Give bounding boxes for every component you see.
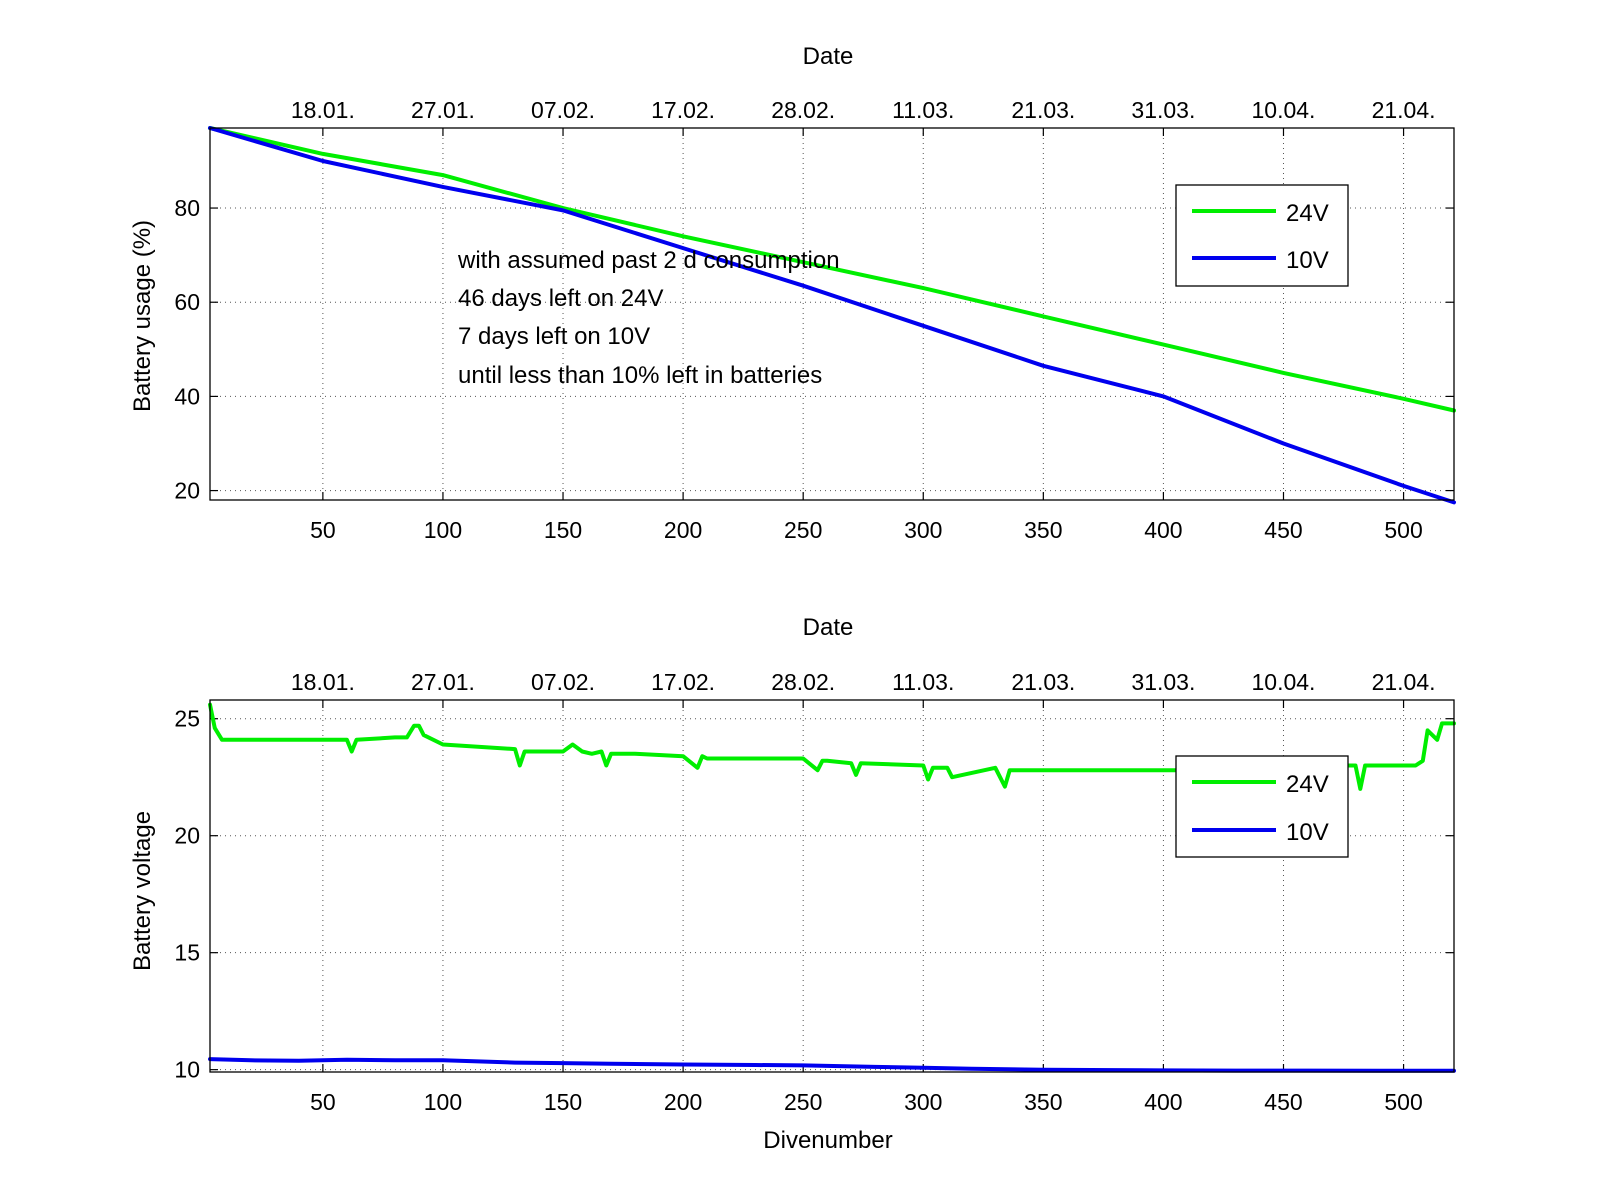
x-tick-label: 300: [904, 517, 942, 543]
y-tick-label: 80: [174, 195, 200, 221]
annotation-line: 7 days left on 10V: [458, 323, 650, 350]
y-tick-label: 40: [174, 383, 200, 409]
series-line-24v: [208, 126, 1456, 413]
annotation-line: 46 days left on 24V: [458, 285, 663, 312]
date-tick-label: 11.03.: [892, 97, 954, 123]
y-tick-label: 10: [174, 1057, 200, 1083]
x-tick-label: 350: [1024, 517, 1062, 543]
annotation-line: until less than 10% left in batteries: [458, 362, 822, 389]
series-line-10v: [208, 1057, 1456, 1073]
x-tick-label: 400: [1144, 517, 1182, 543]
date-tick-label: 18.01.: [291, 669, 355, 695]
date-tick-label: 31.03.: [1131, 97, 1195, 123]
battery-usage-panel: Date Battery usage (%) 50 100 150 200 250 300…: [129, 43, 1456, 543]
x-axis-label: Divenumber: [763, 1127, 892, 1154]
date-tick-label: 17.02.: [651, 669, 715, 695]
y-tick-label: 25: [174, 706, 200, 732]
x-tick-label: 100: [424, 517, 462, 543]
y-tick-label: 20: [174, 478, 200, 504]
y-axis-label: Battery voltage: [129, 811, 156, 971]
top-date-title: Date: [803, 43, 854, 70]
x-tick-label: 300: [904, 1089, 942, 1115]
date-tick-label: 10.04.: [1252, 669, 1316, 695]
annotation-text: with assumed past 2 d consumption 46 day…: [457, 247, 840, 389]
x-tick-label: 450: [1264, 517, 1302, 543]
x-tick-label: 400: [1144, 1089, 1182, 1115]
date-tick-label: 07.02.: [531, 669, 595, 695]
x-tick-label: 250: [784, 517, 822, 543]
date-tick-label: 28.02.: [771, 669, 835, 695]
date-tick-label: 21.04.: [1372, 97, 1436, 123]
series-line-10v: [208, 126, 1456, 505]
legend-label-24v: 24V: [1286, 771, 1329, 798]
date-tick-label: 21.04.: [1372, 669, 1436, 695]
x-tick-label: 50: [310, 517, 336, 543]
top-date-title: Date: [803, 614, 854, 641]
legend-box: [1175, 184, 1349, 287]
legend-label-10v: 10V: [1286, 819, 1329, 846]
y-tick-label: 60: [174, 289, 200, 315]
legend-box: [1175, 755, 1349, 858]
battery-voltage-panel: Date Battery voltage Divenumber 50 100 150…: [129, 614, 1456, 1154]
y-tick-label: 20: [174, 823, 200, 849]
x-tick-label: 50: [310, 1089, 336, 1115]
x-tick-label: 500: [1384, 517, 1422, 543]
x-tick-label: 100: [424, 1089, 462, 1115]
legend: 24V 10V: [1175, 184, 1349, 287]
x-tick-label: 450: [1264, 1089, 1302, 1115]
legend-label-10v: 10V: [1286, 247, 1329, 274]
date-tick-label: 10.04.: [1252, 97, 1316, 123]
legend: 24V 10V: [1175, 755, 1349, 858]
date-tick-label: 11.03.: [892, 669, 954, 695]
date-tick-label: 27.01.: [411, 669, 475, 695]
date-tick-label: 21.03.: [1011, 669, 1075, 695]
x-tick-label: 250: [784, 1089, 822, 1115]
plot-frame: [209, 699, 1455, 1073]
x-tick-label: 500: [1384, 1089, 1422, 1115]
date-tick-label: 21.03.: [1011, 97, 1075, 123]
x-tick-label: 350: [1024, 1089, 1062, 1115]
date-tick-label: 07.02.: [531, 97, 595, 123]
x-tick-label: 150: [544, 517, 582, 543]
x-tick-label: 200: [664, 517, 702, 543]
y-axis-label: Battery usage (%): [129, 220, 156, 412]
x-tick-label: 150: [544, 1089, 582, 1115]
date-tick-label: 18.01.: [291, 97, 355, 123]
date-tick-label: 28.02.: [771, 97, 835, 123]
y-tick-label: 15: [174, 940, 200, 966]
date-tick-label: 17.02.: [651, 97, 715, 123]
x-tick-label: 200: [664, 1089, 702, 1115]
date-tick-label: 27.01.: [411, 97, 475, 123]
date-tick-label: 31.03.: [1131, 669, 1195, 695]
annotation-line: with assumed past 2 d consumption: [457, 247, 840, 274]
plot-frame: [209, 127, 1455, 501]
legend-label-24v: 24V: [1286, 200, 1329, 227]
